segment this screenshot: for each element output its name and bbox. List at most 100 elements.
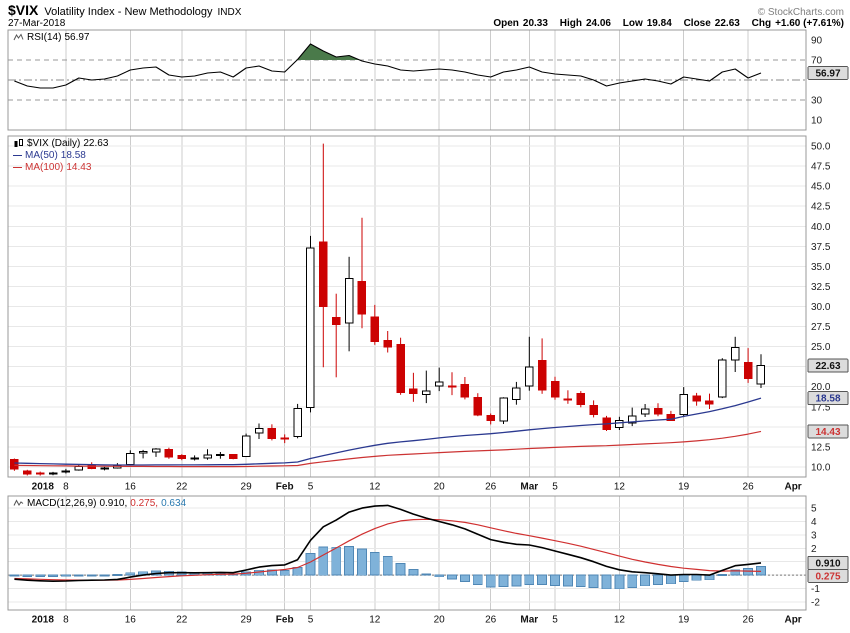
high-value: 24.06 bbox=[585, 18, 611, 29]
svg-text:22: 22 bbox=[176, 482, 188, 493]
svg-text:16: 16 bbox=[125, 482, 137, 493]
svg-text:16: 16 bbox=[125, 615, 137, 626]
copyright: © StockCharts.com bbox=[757, 7, 844, 18]
svg-text:40.0: 40.0 bbox=[811, 222, 831, 233]
ma50-label: MA(50) bbox=[25, 150, 58, 161]
svg-text:22: 22 bbox=[176, 615, 188, 626]
svg-text:19: 19 bbox=[678, 615, 690, 626]
symbol: $VIX bbox=[8, 2, 39, 18]
price-series-label: $VIX (Daily) bbox=[27, 138, 81, 149]
ma100-legend: MA(100) 14.43 bbox=[13, 162, 91, 173]
macd-value: 0.910, bbox=[99, 498, 128, 509]
svg-text:20.0: 20.0 bbox=[811, 382, 831, 393]
svg-text:18.58: 18.58 bbox=[815, 394, 840, 405]
page-title: Volatility Index - New Methodology bbox=[44, 6, 213, 18]
svg-text:8: 8 bbox=[63, 482, 69, 493]
rsi-label: RSI(14) bbox=[27, 32, 62, 43]
ma50-line-icon bbox=[13, 155, 22, 156]
svg-text:22.63: 22.63 bbox=[815, 361, 840, 372]
svg-text:5: 5 bbox=[552, 482, 558, 493]
axis-badges: 56.97 22.63 18.58 14.43 0.910 0.275 bbox=[807, 66, 849, 583]
change-value: +1.60 (+7.61%) bbox=[775, 18, 844, 29]
svg-text:-2: -2 bbox=[811, 598, 820, 609]
svg-text:26: 26 bbox=[743, 482, 755, 493]
exchange-label: INDX bbox=[217, 7, 242, 18]
x-axis-labels: 2018 8 16 22 29 Feb 5 12 20 26 Mar 5 12 19 26 Apr 2018 8 1… bbox=[32, 482, 802, 626]
macd-label: MACD(12,26,9) bbox=[27, 498, 97, 509]
svg-text:12: 12 bbox=[614, 482, 626, 493]
header-line2: 27-Mar-2018 Open 20.33 High 24.06 Low 19.84… bbox=[8, 18, 844, 29]
svg-text:Apr: Apr bbox=[784, 615, 801, 626]
svg-text:20: 20 bbox=[434, 482, 446, 493]
svg-text:17.5: 17.5 bbox=[811, 402, 831, 413]
svg-text:2018: 2018 bbox=[32, 482, 55, 493]
svg-text:3: 3 bbox=[811, 530, 817, 541]
svg-text:26: 26 bbox=[743, 615, 755, 626]
svg-text:14.43: 14.43 bbox=[815, 427, 840, 438]
svg-text:0.910: 0.910 bbox=[815, 558, 840, 569]
open-label: Open bbox=[493, 18, 519, 29]
svg-text:Feb: Feb bbox=[276, 615, 294, 626]
svg-text:5: 5 bbox=[308, 482, 314, 493]
svg-text:10: 10 bbox=[811, 116, 823, 127]
svg-text:Feb: Feb bbox=[276, 482, 294, 493]
macd-indicator-icon bbox=[13, 499, 24, 506]
svg-text:27.5: 27.5 bbox=[811, 322, 831, 333]
svg-text:30: 30 bbox=[811, 96, 823, 107]
svg-text:10.0: 10.0 bbox=[811, 463, 831, 474]
y-axis-labels: 90 70 30 10 10.0 12.5 17.5 20.0 25.0 27.5 30.0 32.5… bbox=[811, 36, 831, 609]
svg-text:4: 4 bbox=[811, 517, 817, 528]
svg-text:30.0: 30.0 bbox=[811, 302, 831, 313]
low-value: 19.84 bbox=[646, 18, 672, 29]
svg-text:20: 20 bbox=[434, 615, 446, 626]
svg-text:Apr: Apr bbox=[784, 482, 801, 493]
macd-legend: MACD(12,26,9) 0.910, 0.275, 0.634 bbox=[13, 498, 186, 509]
ma50-value: 18.58 bbox=[60, 150, 86, 161]
macd-signal-value: 0.275, bbox=[130, 498, 159, 509]
svg-text:32.5: 32.5 bbox=[811, 282, 831, 293]
svg-text:0.275: 0.275 bbox=[815, 571, 840, 582]
svg-text:26: 26 bbox=[485, 482, 497, 493]
panel-borders bbox=[7, 29, 807, 611]
svg-text:5: 5 bbox=[308, 615, 314, 626]
svg-text:Mar: Mar bbox=[520, 482, 538, 493]
candlestick-icon bbox=[14, 139, 23, 147]
svg-text:29: 29 bbox=[241, 615, 253, 626]
macd-hist-value: 0.634 bbox=[161, 498, 187, 509]
svg-text:90: 90 bbox=[811, 36, 823, 47]
rsi-indicator-icon bbox=[13, 33, 24, 41]
svg-text:50.0: 50.0 bbox=[811, 142, 831, 153]
svg-text:-1: -1 bbox=[811, 584, 820, 595]
macd-panel bbox=[8, 504, 806, 590]
svg-text:25.0: 25.0 bbox=[811, 342, 831, 353]
svg-text:47.5: 47.5 bbox=[811, 162, 831, 173]
svg-text:56.97: 56.97 bbox=[815, 69, 840, 80]
close-value: 22.63 bbox=[714, 18, 740, 29]
svg-text:8: 8 bbox=[63, 615, 69, 626]
svg-text:12: 12 bbox=[369, 482, 381, 493]
price-series-legend: $VIX (Daily) 22.63 bbox=[13, 138, 108, 149]
svg-text:Mar: Mar bbox=[520, 615, 538, 626]
open-value: 20.33 bbox=[522, 18, 548, 29]
svg-text:29: 29 bbox=[241, 482, 253, 493]
svg-text:26: 26 bbox=[485, 615, 497, 626]
svg-text:12: 12 bbox=[614, 615, 626, 626]
price-series-value: 22.63 bbox=[83, 138, 109, 149]
rsi-value: 56.97 bbox=[64, 32, 90, 43]
svg-text:2: 2 bbox=[811, 544, 817, 555]
panel-backgrounds bbox=[8, 30, 806, 610]
ma100-line-icon bbox=[13, 167, 22, 168]
rsi-panel bbox=[8, 43, 806, 101]
change-label: Chg bbox=[751, 18, 772, 29]
high-label: High bbox=[559, 18, 582, 29]
header-line1: $VIX Volatility Index - New Methodology … bbox=[8, 2, 844, 18]
close-label: Close bbox=[683, 18, 711, 29]
price-panel bbox=[10, 143, 766, 476]
ma100-label: MA(100) bbox=[25, 162, 64, 173]
svg-text:37.5: 37.5 bbox=[811, 242, 831, 253]
chart-header: $VIX Volatility Index - New Methodology … bbox=[8, 2, 844, 29]
quote-summary: Open 20.33 High 24.06 Low 19.84 Close 22.63 … bbox=[484, 18, 844, 29]
ma100-value: 14.43 bbox=[66, 162, 92, 173]
